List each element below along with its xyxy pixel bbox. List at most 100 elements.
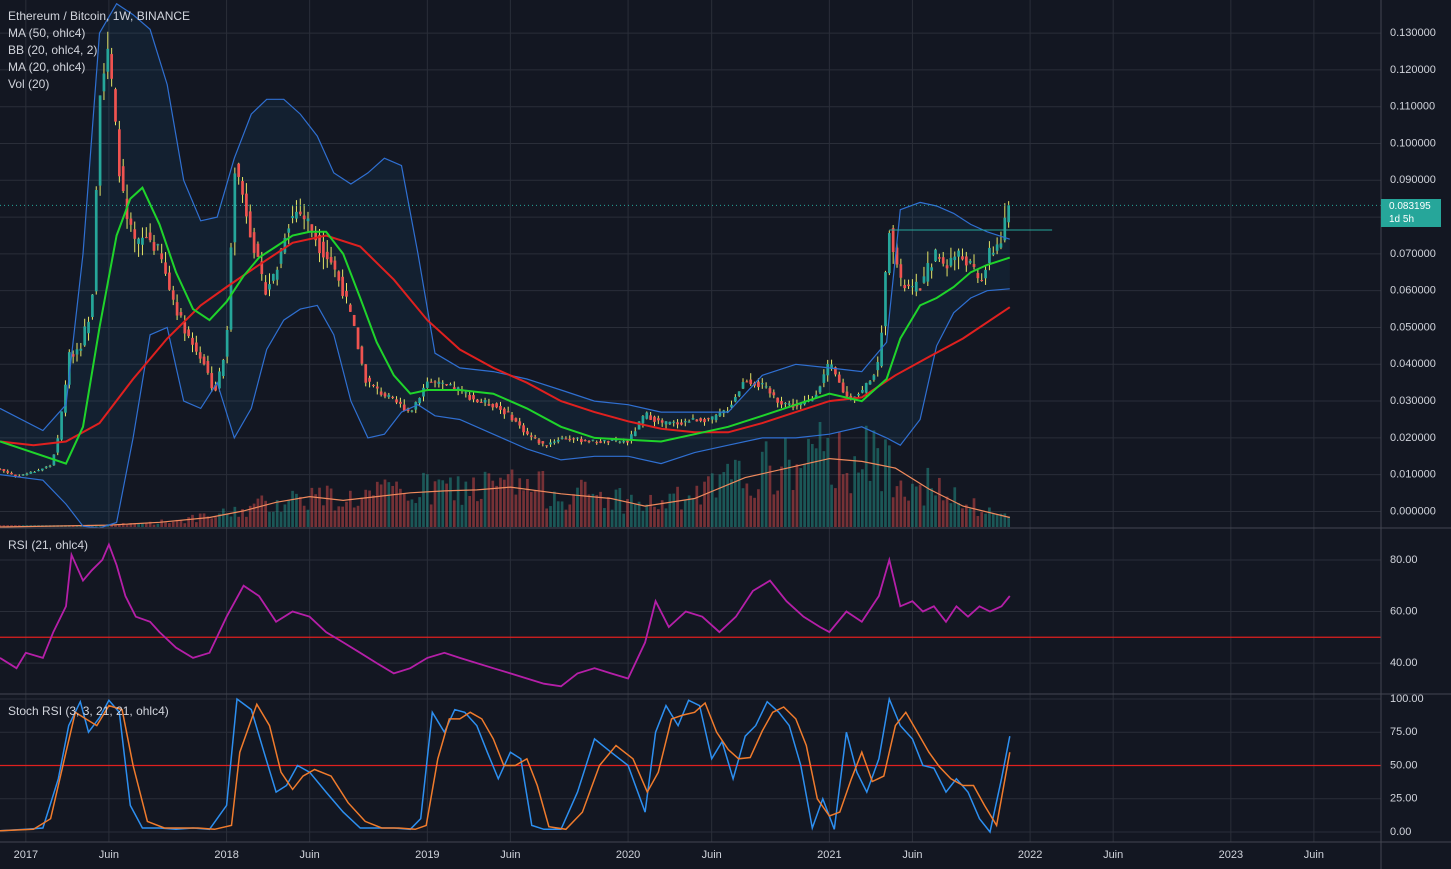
rsi-line xyxy=(0,542,1011,688)
candle-body xyxy=(422,387,425,397)
volume-bar xyxy=(749,495,753,527)
volume-bar xyxy=(341,506,344,527)
volume-bar xyxy=(914,486,918,527)
volume-bar xyxy=(553,491,556,527)
candle-body xyxy=(6,471,10,473)
candle-body xyxy=(914,281,918,292)
rsi-legend-label[interactable]: RSI (21, ohlc4) xyxy=(8,538,89,552)
candle-body xyxy=(248,211,252,238)
price-tick-label: 0.030000 xyxy=(1390,395,1436,407)
bb-legend[interactable]: BB (20, ohlc4, 2) xyxy=(8,43,98,57)
candle-body xyxy=(348,304,352,312)
candle-body xyxy=(402,404,406,411)
volume-ma-line xyxy=(0,457,1010,528)
time-tick-label: Juin xyxy=(1103,849,1123,861)
candle-body xyxy=(133,229,137,239)
volume-bar xyxy=(988,507,991,527)
candle-body xyxy=(603,440,606,442)
candle-body xyxy=(911,286,914,288)
candle-body xyxy=(337,271,341,281)
candle-body xyxy=(71,354,75,357)
candle-body xyxy=(275,269,279,280)
candle-body xyxy=(67,352,71,385)
candle-body xyxy=(479,401,483,403)
stoch-tick-label: 0.00 xyxy=(1390,826,1411,838)
candle-body xyxy=(587,440,591,443)
candle-body xyxy=(988,247,991,263)
candle-body xyxy=(984,269,987,279)
volume-bar xyxy=(895,486,899,527)
candle-body xyxy=(41,468,44,471)
price-tick-label: 0.120000 xyxy=(1390,64,1436,76)
candle-body xyxy=(183,322,187,334)
volume-bar xyxy=(599,491,602,527)
candle-body xyxy=(441,382,445,384)
volume-bar xyxy=(456,476,460,527)
volume-bar xyxy=(656,509,660,527)
volume-bar xyxy=(972,498,976,527)
volume-bar xyxy=(753,497,756,527)
bollinger-band-fill xyxy=(0,3,1010,528)
candle-body xyxy=(429,381,433,383)
volume-bar xyxy=(518,478,522,527)
candle-body xyxy=(1003,217,1007,241)
candle-body xyxy=(630,434,633,441)
volume-bar xyxy=(437,479,441,527)
candle-body xyxy=(529,435,533,437)
candle-body xyxy=(395,399,398,403)
volume-bar xyxy=(287,499,291,527)
ma50-legend[interactable]: MA (50, ohlc4) xyxy=(8,26,86,40)
candle-body xyxy=(733,396,737,402)
candle-body xyxy=(683,421,687,423)
vol-legend[interactable]: Vol (20) xyxy=(8,77,50,91)
candle-body xyxy=(114,89,117,122)
candle-body xyxy=(668,421,672,425)
candle-body xyxy=(645,412,649,419)
volume-bar xyxy=(926,467,930,527)
stoch-tick-label: 50.00 xyxy=(1390,759,1418,771)
candle-body xyxy=(741,382,745,389)
candle-body xyxy=(499,405,502,410)
candle-body xyxy=(306,218,310,222)
candle-body xyxy=(787,403,791,405)
candle-body xyxy=(953,256,957,261)
volume-bar xyxy=(352,507,356,527)
volume-bar xyxy=(10,525,13,527)
candle-body xyxy=(56,438,60,453)
symbol-title[interactable]: Ethereum / Bitcoin, 1W, BINANCE xyxy=(8,9,191,23)
volume-bar xyxy=(322,505,325,527)
volume-bar xyxy=(429,504,433,527)
candle-body xyxy=(102,73,106,92)
candle-body xyxy=(399,401,402,404)
stoch-legend-label[interactable]: Stoch RSI (3, 3, 21, 21, ohlc4) xyxy=(8,704,169,718)
stoch-d-line xyxy=(0,701,1011,832)
ma20-legend[interactable]: MA (20, ohlc4) xyxy=(8,60,86,74)
candle-body xyxy=(606,441,610,443)
candle-body xyxy=(745,381,749,383)
bb-lower-line xyxy=(0,288,1010,529)
candle-body xyxy=(360,346,364,364)
candle-body xyxy=(0,469,2,471)
candle-body xyxy=(10,472,13,475)
volume-bar xyxy=(957,502,960,527)
volume-bar xyxy=(191,514,194,527)
candle-body xyxy=(564,438,568,440)
volume-bar xyxy=(264,500,267,527)
candle-body xyxy=(591,439,595,441)
volume-bar xyxy=(476,501,479,527)
volume-bar xyxy=(275,499,279,527)
candle-body xyxy=(372,385,375,387)
candle-body xyxy=(845,391,849,397)
time-tick-label: 2023 xyxy=(1219,849,1243,861)
volume-bar xyxy=(479,498,483,527)
candle-body xyxy=(938,257,941,259)
volume-bar xyxy=(795,464,799,527)
candle-body xyxy=(556,439,560,442)
volume-bar xyxy=(691,498,695,527)
candle-body xyxy=(2,469,6,471)
candle-body xyxy=(156,244,160,246)
volume-bar xyxy=(968,508,972,527)
stoch-tick-label: 25.00 xyxy=(1390,793,1418,805)
candle-body xyxy=(699,418,703,421)
